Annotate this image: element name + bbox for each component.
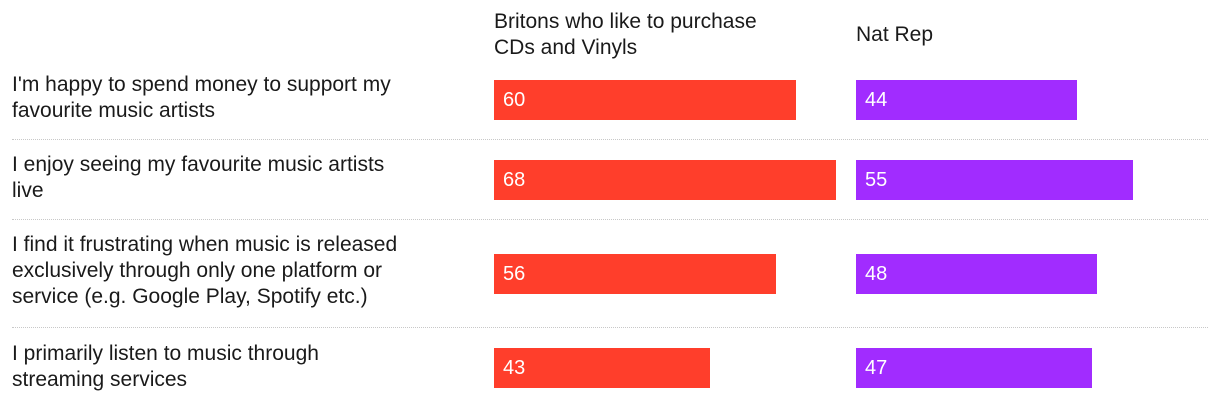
category-label-line: favourite music artists	[12, 99, 216, 122]
bar-value-label: 44	[865, 89, 888, 111]
bar: 44	[856, 80, 1077, 120]
series-header-line: Nat Rep	[856, 23, 934, 46]
bar: 55	[856, 160, 1133, 200]
bar: 60	[494, 80, 796, 120]
bar: 48	[856, 254, 1097, 294]
bar: 47	[856, 348, 1092, 388]
bar-value-label: 56	[503, 263, 526, 285]
category-label-line: streaming services	[12, 368, 188, 391]
bar-value-label: 43	[503, 357, 526, 379]
series-header: Nat Rep	[856, 22, 933, 48]
row-divider	[12, 139, 1208, 140]
bar: 56	[494, 254, 776, 294]
category-label-line: I primarily listen to music through	[12, 342, 319, 365]
row-divider	[12, 219, 1208, 220]
series-header-line: Britons who like to purchase	[494, 10, 757, 33]
category-label-line: I'm happy to spend money to support my	[12, 73, 391, 96]
category-label-line: exclusively through only one platform or	[12, 259, 383, 282]
category-label: I find it frustrating when music is rele…	[12, 232, 490, 310]
row-divider	[12, 327, 1208, 328]
category-label-line: service (e.g. Google Play, Spotify etc.)	[12, 285, 368, 308]
bar-value-label: 47	[865, 357, 888, 379]
category-label-line: live	[12, 179, 44, 202]
bar-value-label: 55	[865, 169, 888, 191]
bar: 43	[494, 348, 710, 388]
category-label: I'm happy to spend money to support my fa…	[12, 72, 490, 124]
bar-value-label: 68	[503, 169, 526, 191]
series-header: Britons who like to purchase CDs and Viny…	[494, 9, 757, 61]
category-label-line: I enjoy seeing my favourite music artist…	[12, 153, 385, 176]
category-label-line: I find it frustrating when music is rele…	[12, 233, 398, 256]
bar: 68	[494, 160, 836, 200]
bar-value-label: 60	[503, 89, 526, 111]
category-label: I primarily listen to music through strea…	[12, 341, 490, 393]
category-label: I enjoy seeing my favourite music artist…	[12, 152, 490, 204]
bar-value-label: 48	[865, 263, 888, 285]
series-header-line: CDs and Vinyls	[494, 36, 638, 59]
